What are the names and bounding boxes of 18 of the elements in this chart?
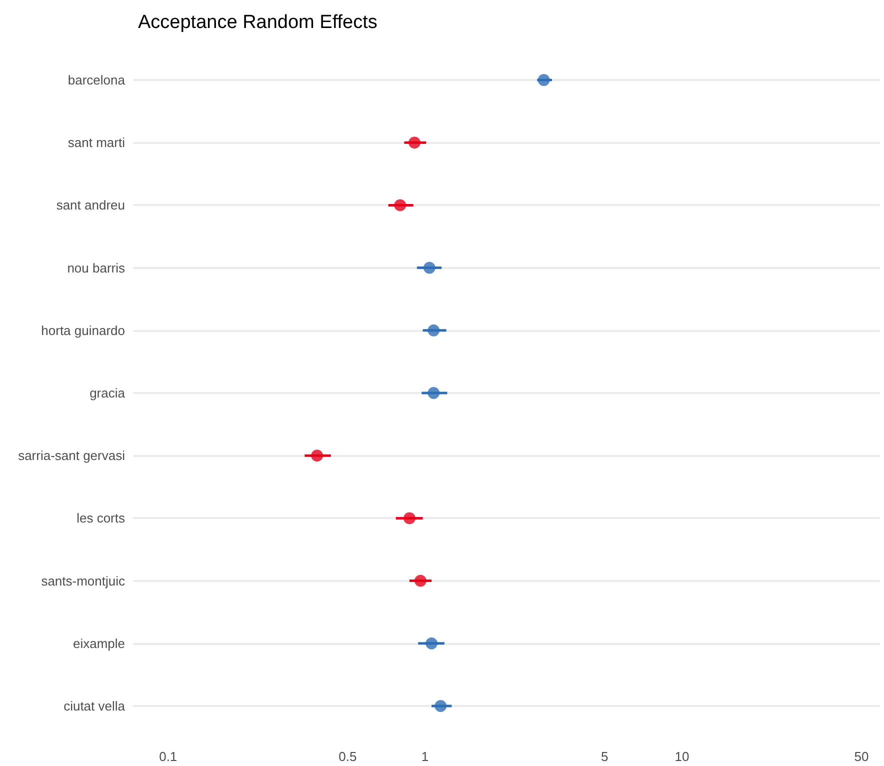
y-tick-label: sant marti bbox=[68, 135, 126, 150]
y-tick-label: sarria-sant gervasi bbox=[18, 448, 126, 464]
y-tick-label: les corts bbox=[76, 510, 126, 526]
y-tick-label: gracia bbox=[90, 386, 126, 400]
x-tick-label: 10 bbox=[674, 749, 690, 764]
y-tick-label: sant andreu bbox=[56, 198, 125, 213]
y-tick-label: sants-montjuic bbox=[41, 573, 126, 588]
y-tick-label: horta guinardo bbox=[41, 322, 125, 338]
x-tick-label: 0.5 bbox=[338, 749, 357, 764]
x-tick-label: 1 bbox=[421, 749, 429, 764]
y-tick-label: ciutat vella bbox=[64, 698, 126, 714]
x-tick-label: 50 bbox=[854, 749, 869, 764]
y-tick-label: eixample bbox=[72, 636, 125, 651]
x-tick-label: 0.1 bbox=[159, 749, 178, 764]
y-tick-label: nou barris bbox=[67, 260, 126, 276]
y-tick-label: barcelona bbox=[68, 72, 126, 88]
x-tick-label: 5 bbox=[600, 749, 608, 764]
chart-title: Acceptance Random Effects bbox=[138, 12, 378, 33]
